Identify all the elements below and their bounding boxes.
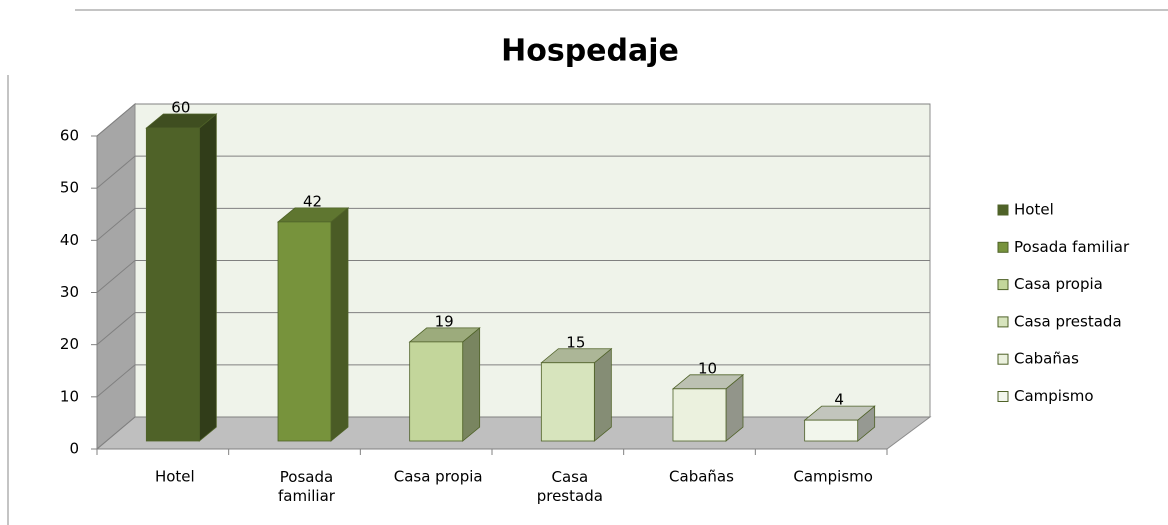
grid-line	[96, 207, 136, 241]
y-tick-label: 50	[60, 179, 79, 197]
value-label: 15	[566, 333, 585, 351]
bar-front	[672, 388, 727, 442]
legend-swatch	[997, 391, 1009, 402]
y-tick-label: 60	[60, 127, 79, 145]
bar	[145, 113, 218, 442]
x-tick-label: Campismo	[793, 468, 873, 486]
grid-line	[96, 364, 136, 398]
legend-swatch	[997, 241, 1009, 253]
legend-label: Casa prestada	[1014, 312, 1122, 330]
y-tick-label: 40	[60, 231, 79, 249]
value-label: 4	[834, 391, 844, 409]
grid-line	[96, 260, 136, 293]
bar-front	[804, 419, 859, 442]
value-label: 10	[698, 359, 717, 377]
grid-line	[96, 416, 136, 450]
bar-front	[540, 362, 595, 442]
y-tick-label: 0	[69, 440, 79, 458]
x-tick-label: Hotel	[155, 468, 195, 486]
y-tick-label: 20	[60, 335, 79, 353]
chart-title: Hospedaje	[501, 34, 679, 69]
bar	[803, 405, 876, 442]
bar-front	[277, 221, 332, 442]
legend-swatch	[997, 279, 1009, 291]
grid-line	[96, 312, 136, 346]
y-tick-label: 10	[60, 387, 79, 405]
legend-label: Casa propia	[1014, 275, 1103, 293]
legend-swatch	[997, 353, 1009, 365]
value-label: 19	[435, 312, 454, 330]
value-label: 42	[303, 192, 322, 210]
bar	[276, 207, 350, 442]
grid-line	[96, 155, 136, 189]
legend-swatch	[997, 204, 1009, 216]
bar	[671, 373, 745, 442]
x-tick-label: Casa prestada	[537, 468, 603, 505]
bar-side	[198, 113, 217, 442]
legend-label: Campismo	[1014, 387, 1094, 405]
bar-side	[593, 347, 612, 442]
x-tick-label: Cabañas	[669, 468, 734, 486]
legend-label: Cabañas	[1014, 350, 1079, 368]
bar-side	[462, 327, 481, 442]
legend-swatch	[997, 316, 1009, 328]
bar-side	[330, 207, 349, 442]
x-tick-label: Casa propia	[394, 468, 483, 486]
grid-line	[96, 103, 136, 137]
y-tick-label: 30	[60, 283, 79, 301]
bar-front	[409, 341, 464, 442]
bar	[540, 347, 613, 442]
bar	[408, 327, 481, 442]
x-tick-label: Posada familiar	[278, 468, 336, 505]
legend-label: Hotel	[1014, 201, 1054, 219]
value-label: 60	[171, 99, 190, 117]
legend-label: Posada familiar	[1014, 238, 1130, 256]
bar-front	[145, 127, 200, 442]
